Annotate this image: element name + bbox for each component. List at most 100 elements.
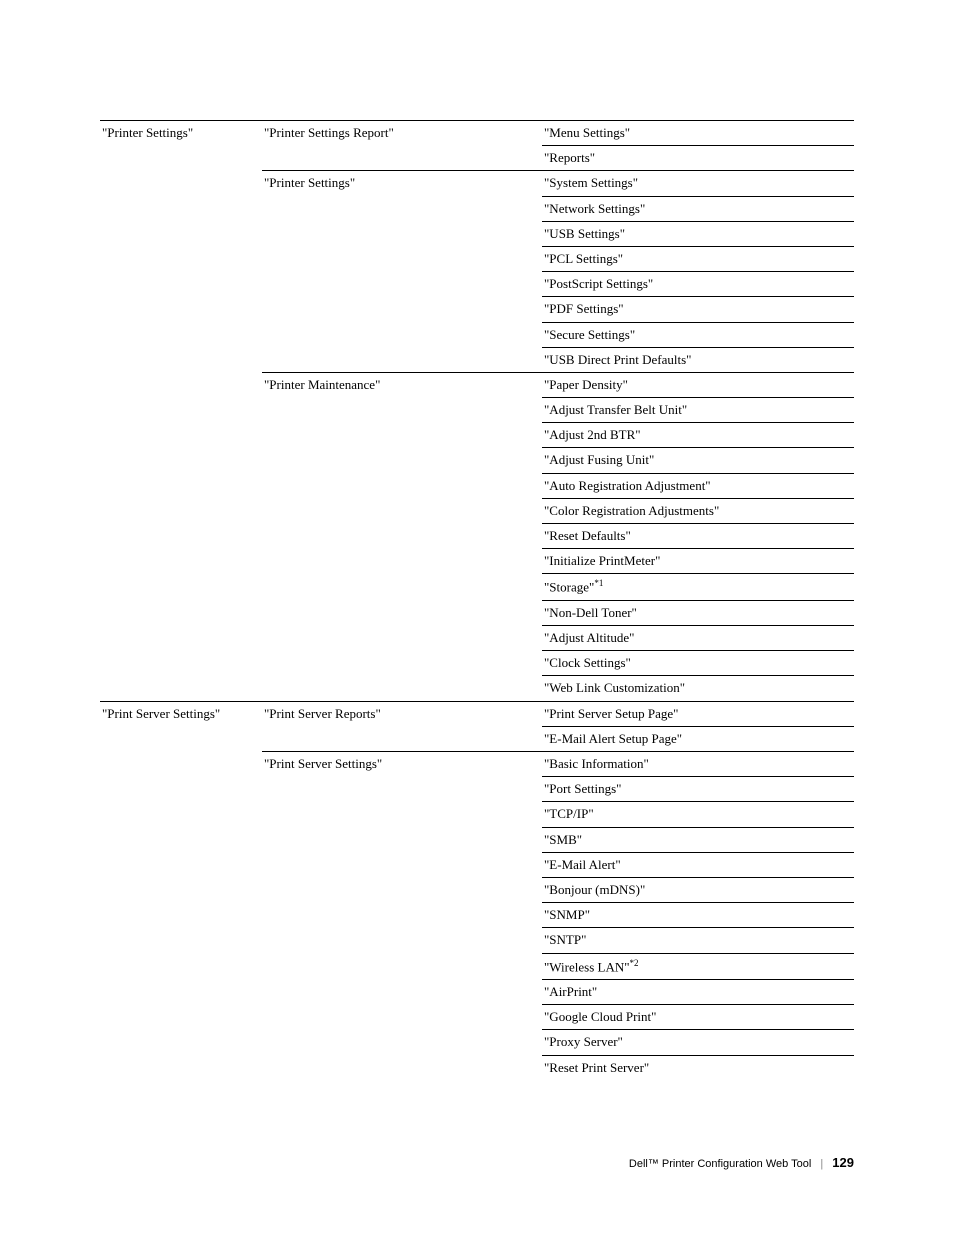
table-cell	[262, 246, 542, 271]
table-cell	[100, 322, 262, 347]
table-cell: "E-Mail Alert Setup Page"	[542, 726, 854, 751]
table-cell	[100, 423, 262, 448]
table-row: "Adjust Fusing Unit"	[100, 448, 854, 473]
cell-text: "Wireless LAN"	[544, 959, 630, 974]
table-cell: "AirPrint"	[542, 980, 854, 1005]
table-row: "Clock Settings"	[100, 651, 854, 676]
table-row: "Bonjour (mDNS)"	[100, 877, 854, 902]
table-cell	[262, 272, 542, 297]
table-cell	[262, 676, 542, 701]
table-cell	[100, 221, 262, 246]
table-cell: "Proxy Server"	[542, 1030, 854, 1055]
table-cell: "PostScript Settings"	[542, 272, 854, 297]
table-row: "E-Mail Alert"	[100, 852, 854, 877]
table-cell: "PDF Settings"	[542, 297, 854, 322]
table-cell	[262, 322, 542, 347]
table-cell	[100, 980, 262, 1005]
table-cell: "Adjust 2nd BTR"	[542, 423, 854, 448]
table-row: "Storage"*1	[100, 574, 854, 601]
table-cell	[262, 777, 542, 802]
table-cell: "Port Settings"	[542, 777, 854, 802]
table-cell: "Initialize PrintMeter"	[542, 549, 854, 574]
table-cell	[100, 600, 262, 625]
table-cell	[100, 777, 262, 802]
table-cell	[100, 752, 262, 777]
page-footer: Dell™ Printer Configuration Web Tool | 1…	[629, 1155, 854, 1170]
table-cell	[100, 827, 262, 852]
table-row: "Reset Print Server"	[100, 1055, 854, 1080]
table-cell	[262, 524, 542, 549]
table-cell: "Color Registration Adjustments"	[542, 498, 854, 523]
table-cell	[100, 549, 262, 574]
table-cell	[100, 498, 262, 523]
table-cell	[262, 802, 542, 827]
table-row: "SMB"	[100, 827, 854, 852]
table-cell	[100, 852, 262, 877]
table-cell: "Adjust Fusing Unit"	[542, 448, 854, 473]
table-cell	[100, 171, 262, 196]
table-cell	[100, 524, 262, 549]
table-cell: "Print Server Setup Page"	[542, 701, 854, 726]
table-cell: "Adjust Transfer Belt Unit"	[542, 398, 854, 423]
table-cell: "Printer Settings Report"	[262, 121, 542, 146]
table-cell	[262, 1055, 542, 1080]
table-row: "Auto Registration Adjustment"	[100, 473, 854, 498]
table-row: "USB Direct Print Defaults"	[100, 347, 854, 372]
table-cell: "PCL Settings"	[542, 246, 854, 271]
table-row: "Adjust 2nd BTR"	[100, 423, 854, 448]
footer-separator: |	[820, 1158, 823, 1170]
cell-superscript: *1	[594, 578, 603, 588]
table-cell	[262, 651, 542, 676]
table-cell	[262, 1005, 542, 1030]
table-cell	[262, 726, 542, 751]
table-row: "PostScript Settings"	[100, 272, 854, 297]
table-cell	[262, 423, 542, 448]
table-row: "Reports"	[100, 146, 854, 171]
table-cell	[262, 473, 542, 498]
table-cell	[262, 953, 542, 980]
table-cell: "TCP/IP"	[542, 802, 854, 827]
table-cell: "SMB"	[542, 827, 854, 852]
table-cell	[100, 146, 262, 171]
page: "Printer Settings""Printer Settings Repo…	[0, 0, 954, 1235]
table-row: "SNTP"	[100, 928, 854, 953]
table-cell	[262, 980, 542, 1005]
table-cell	[262, 221, 542, 246]
table-row: "Google Cloud Print"	[100, 1005, 854, 1030]
table-cell	[262, 196, 542, 221]
footer-page-number: 129	[832, 1155, 854, 1170]
table-row: "Port Settings"	[100, 777, 854, 802]
table-cell	[262, 347, 542, 372]
table-row: "Printer Maintenance""Paper Density"	[100, 372, 854, 397]
table-row: "Non-Dell Toner"	[100, 600, 854, 625]
table-cell: "Wireless LAN"*2	[542, 953, 854, 980]
table-cell: "Web Link Customization"	[542, 676, 854, 701]
table-cell	[262, 448, 542, 473]
table-cell: "Auto Registration Adjustment"	[542, 473, 854, 498]
table-row: "Color Registration Adjustments"	[100, 498, 854, 523]
table-cell: "Printer Maintenance"	[262, 372, 542, 397]
table-row: "USB Settings"	[100, 221, 854, 246]
table-cell	[100, 1005, 262, 1030]
table-row: "Adjust Altitude"	[100, 626, 854, 651]
table-cell	[262, 626, 542, 651]
table-cell: "Reset Defaults"	[542, 524, 854, 549]
table-row: "Adjust Transfer Belt Unit"	[100, 398, 854, 423]
table-row: "Print Server Settings""Print Server Rep…	[100, 701, 854, 726]
table-row: "E-Mail Alert Setup Page"	[100, 726, 854, 751]
table-cell	[100, 626, 262, 651]
table-cell	[262, 1030, 542, 1055]
table-cell	[100, 246, 262, 271]
settings-table: "Printer Settings""Printer Settings Repo…	[100, 120, 854, 1080]
cell-text: "Storage"	[544, 580, 594, 595]
table-cell: "SNMP"	[542, 903, 854, 928]
table-row: "Printer Settings""Printer Settings Repo…	[100, 121, 854, 146]
table-cell	[262, 852, 542, 877]
table-cell	[100, 347, 262, 372]
table-row: "Reset Defaults"	[100, 524, 854, 549]
table-cell	[262, 549, 542, 574]
table-cell	[100, 574, 262, 601]
table-cell: "Bonjour (mDNS)"	[542, 877, 854, 902]
table-cell	[100, 877, 262, 902]
table-cell: "Print Server Settings"	[100, 701, 262, 726]
